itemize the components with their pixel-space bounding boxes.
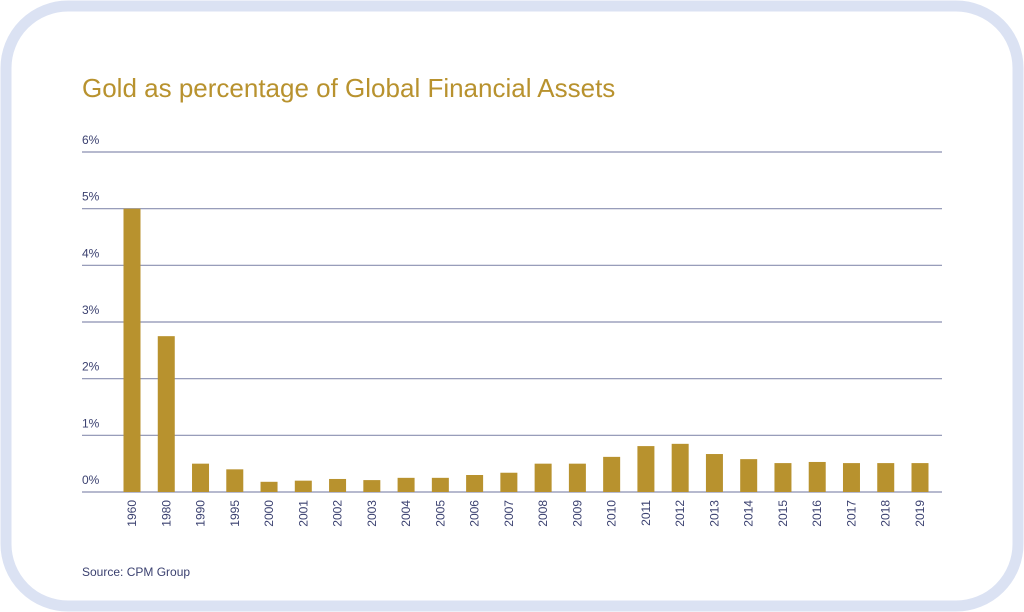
bar [123, 208, 141, 492]
bar [500, 472, 518, 492]
bar [329, 478, 347, 492]
x-tick-label: 2009 [570, 500, 584, 527]
x-tick-label: 2013 [707, 500, 721, 527]
x-tick-label: 2014 [742, 500, 756, 527]
chart-title: Gold as percentage of Global Financial A… [82, 73, 615, 103]
x-tick-label: 2006 [468, 500, 482, 527]
bar [260, 481, 278, 492]
x-tick-label: 2019 [913, 500, 927, 527]
x-tick-label: 2007 [502, 500, 516, 527]
bar [842, 463, 860, 492]
x-tick-label: 2017 [844, 500, 858, 527]
x-tick-label: 2005 [433, 500, 447, 527]
bar [911, 463, 929, 492]
bar [671, 443, 689, 492]
x-tick-label: 1980 [159, 500, 173, 527]
x-tick-label: 2010 [605, 500, 619, 527]
x-tick-label: 2004 [399, 500, 413, 527]
bar [603, 456, 621, 492]
x-tick-label: 2018 [879, 500, 893, 527]
bar [294, 480, 312, 492]
bar [877, 463, 895, 492]
x-tick-label: 2001 [296, 500, 310, 527]
bar [226, 469, 244, 492]
x-tick-label: 2002 [331, 500, 345, 527]
x-tick-label: 2011 [639, 500, 653, 526]
bar [568, 463, 586, 492]
y-tick-label: 3% [82, 303, 100, 317]
x-tick-label: 2008 [536, 500, 550, 527]
y-tick-label: 2% [82, 360, 100, 374]
x-tick-label: 2015 [776, 500, 790, 527]
y-tick-label: 5% [82, 190, 100, 204]
bar [637, 446, 655, 492]
bar [740, 459, 758, 492]
x-tick-label: 2016 [810, 500, 824, 527]
x-tick-label: 1960 [125, 500, 139, 527]
x-tick-label: 1990 [194, 500, 208, 527]
bar [466, 475, 484, 492]
y-tick-label: 6% [82, 133, 100, 147]
y-tick-label: 0% [82, 473, 100, 487]
bar [431, 477, 449, 492]
x-tick-label: 1995 [228, 500, 242, 527]
bar [192, 463, 210, 492]
bar [705, 454, 723, 492]
bar [808, 461, 826, 492]
y-tick-label: 1% [82, 416, 100, 430]
y-tick-label: 4% [82, 246, 100, 260]
x-tick-label: 2003 [365, 500, 379, 527]
bar [363, 480, 381, 492]
x-tick-label: 2000 [262, 500, 276, 527]
x-tick-label: 2012 [673, 500, 687, 527]
bar [774, 463, 792, 492]
source-note: Source: CPM Group [82, 565, 190, 579]
bar [534, 463, 552, 492]
bar [397, 477, 415, 492]
bar [157, 336, 175, 492]
